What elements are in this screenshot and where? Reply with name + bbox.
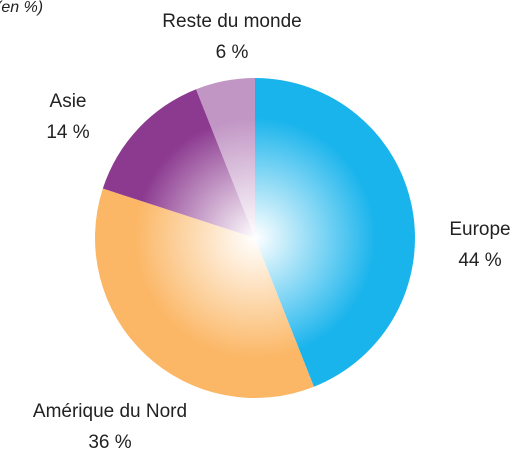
slice-label: Reste du monde [162, 11, 301, 32]
pie-slice [255, 78, 416, 387]
pie-slice [196, 78, 255, 238]
slice-label: Amérique du Nord [33, 401, 187, 422]
slice-label: Europe [449, 219, 510, 240]
slice-value-label: 14 % [46, 122, 89, 143]
chart-subtitle: (en %) [0, 0, 43, 16]
pie-slice [94, 188, 314, 398]
pie-slice [102, 89, 255, 238]
slice-value-label: 6 % [216, 42, 249, 63]
slice-value-label: 44 % [458, 250, 501, 271]
slice-label: Asie [50, 91, 87, 112]
slice-value-label: 36 % [88, 432, 131, 453]
